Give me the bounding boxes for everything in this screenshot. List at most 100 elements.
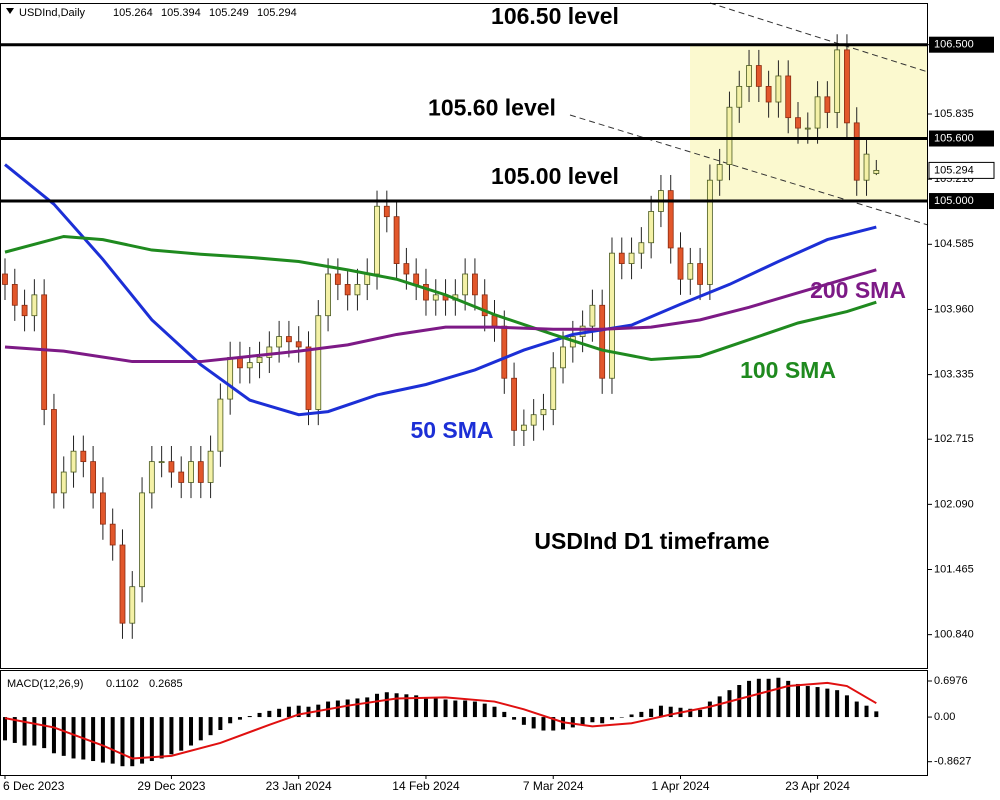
level-annotation: 105.60 level [428, 95, 556, 121]
candle-body [266, 346, 273, 358]
candle-body [90, 461, 97, 494]
x-tick-label: 23 Jan 2024 [266, 779, 332, 793]
macd-bar [864, 705, 869, 718]
y-tick-label: 104.585 [934, 238, 974, 250]
signal-value: 0.2685 [149, 678, 183, 690]
candle-body [501, 325, 508, 379]
candle-body [70, 450, 77, 473]
macd-bar [854, 701, 859, 718]
y-tick-label: 102.715 [934, 433, 974, 445]
candle-body [520, 424, 527, 431]
candle-body [276, 336, 283, 348]
candle-body [667, 190, 674, 249]
candle-body [334, 273, 341, 285]
macd-title: MACD(12,26,9) [7, 678, 83, 690]
candle-body [109, 523, 116, 546]
macd-bar [541, 717, 546, 731]
candle-body [325, 273, 331, 317]
macd-bar [179, 717, 184, 751]
candle-body [139, 492, 145, 588]
candle-body [785, 75, 792, 119]
candle-body [540, 409, 547, 416]
candle-body [207, 450, 214, 483]
level-price-label: 105.600 [934, 132, 974, 144]
sma-label: 100 SMA [740, 357, 836, 383]
candle-body [775, 75, 782, 103]
macd-bar [835, 690, 840, 718]
candle-body [638, 242, 645, 254]
macd-bar [453, 700, 458, 718]
candle-body [599, 304, 606, 379]
candle-body [315, 315, 322, 410]
macd-bar [247, 716, 252, 718]
macd-bar [394, 693, 399, 718]
macd-bar [688, 708, 693, 718]
candle-body [393, 216, 400, 264]
macd-bar [639, 711, 644, 718]
candle-body [511, 377, 517, 431]
macd-bar [668, 706, 673, 718]
candle-body [863, 153, 870, 181]
macd-bar [727, 690, 732, 718]
macd-bar [776, 677, 781, 718]
x-tick-label: 29 Dec 2023 [137, 779, 205, 793]
candle-body [217, 398, 224, 452]
macd-bar [600, 717, 605, 724]
macd-bar [619, 717, 624, 718]
sma-line [4, 163, 877, 417]
ohlc-open: 105.264 [113, 7, 153, 19]
macd-bar [433, 698, 438, 718]
macd-bar [756, 678, 761, 718]
candle-body [609, 252, 615, 379]
macd-bar [355, 698, 360, 718]
candle-body [305, 346, 312, 410]
current-price-label: 105.294 [934, 164, 974, 176]
candle-body [726, 106, 733, 165]
candle-body [697, 263, 703, 285]
candle-body [21, 304, 28, 317]
macd-bar [22, 717, 27, 746]
macd-bar [707, 701, 712, 718]
macd-bar [130, 717, 135, 767]
level-price-label: 106.500 [934, 39, 974, 51]
candle-body [677, 247, 684, 280]
y-tick-label: 105.835 [934, 108, 974, 120]
candle-body [804, 127, 811, 130]
level-price-tag [929, 130, 994, 147]
candle-body [834, 49, 841, 113]
candle-body [11, 284, 18, 306]
macd-value: 0.1102 [106, 678, 139, 690]
macd-bar [110, 717, 115, 764]
menu-arrow[interactable] [6, 8, 14, 14]
macd-bar [747, 680, 752, 718]
ohlc-close: 105.294 [257, 7, 297, 19]
x-tick-label: 23 Apr 2024 [785, 779, 850, 793]
macd-bar [521, 717, 526, 725]
candle-body [168, 461, 175, 473]
candle-body [706, 179, 713, 285]
macd-bar [32, 717, 37, 746]
macd-bar [208, 717, 213, 736]
macd-bar [159, 717, 164, 759]
macd-bar [404, 694, 409, 718]
macd-bar [198, 717, 203, 741]
candle-body [31, 294, 38, 317]
candle-body [491, 315, 498, 327]
candle-body [648, 211, 655, 244]
back-layer [690, 44, 928, 202]
x-tick-label: 1 Apr 2024 [651, 779, 709, 793]
candle-body [687, 263, 694, 280]
macd-bar [629, 714, 634, 718]
candle-body [148, 461, 155, 494]
macd-bar [12, 717, 17, 743]
macd-bar [472, 701, 477, 718]
chart-annotation: USDInd D1 timeframe [534, 528, 769, 554]
signal-line [4, 681, 877, 760]
macd-bar [257, 712, 262, 718]
candle-body [853, 122, 860, 181]
price-panel-border [0, 3, 928, 669]
x-tick-label: 6 Dec 2023 [3, 779, 65, 793]
sma-label: 200 SMA [810, 277, 906, 303]
candle-body [873, 169, 880, 174]
